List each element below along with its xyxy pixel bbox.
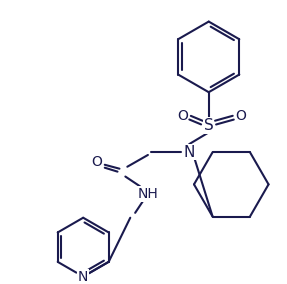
- Text: O: O: [236, 109, 247, 123]
- Text: S: S: [204, 118, 214, 133]
- Text: O: O: [177, 109, 188, 123]
- Text: O: O: [92, 155, 102, 169]
- Text: NH: NH: [137, 187, 158, 201]
- Text: N: N: [78, 270, 88, 284]
- Text: N: N: [183, 145, 195, 160]
